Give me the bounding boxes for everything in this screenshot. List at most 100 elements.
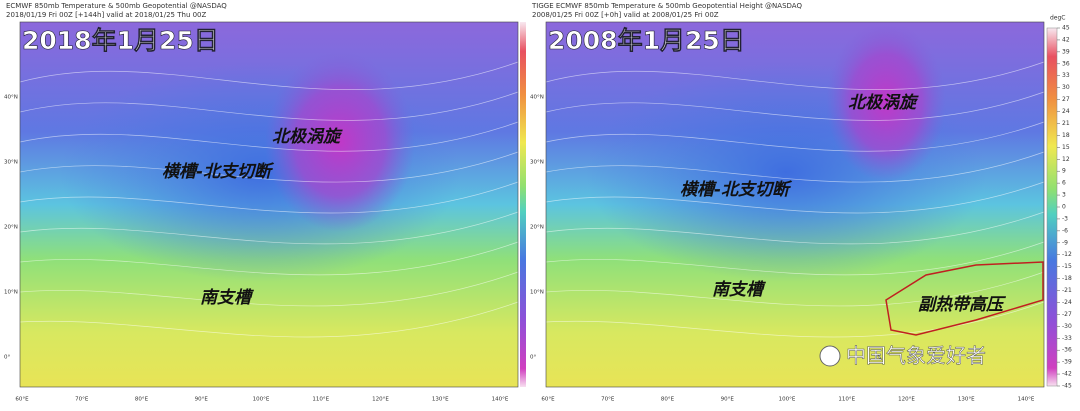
annotation: 北极涡旋 — [272, 127, 343, 147]
annotation: 横槽-北支切断 — [680, 180, 793, 200]
annotation: 副热带高压 — [918, 295, 1007, 315]
colorbar-strip — [520, 22, 526, 387]
lon-label: 80°E — [135, 397, 149, 403]
lat-label: 20°N — [530, 225, 544, 231]
contour — [19, 61, 519, 90]
map-header: ECMWF 850mb Temperature & 500mb Geopoten… — [6, 2, 227, 10]
colorbar-label: 30 — [1062, 84, 1070, 91]
contour — [545, 91, 1045, 121]
colorbar-label: -27 — [1062, 311, 1072, 318]
high-pressure-outline — [885, 261, 1044, 336]
colorbar-label: -24 — [1062, 299, 1072, 306]
colorbar-label: 36 — [1062, 60, 1070, 67]
colorbar-label: 33 — [1062, 72, 1070, 79]
colorbar-label: -12 — [1062, 251, 1072, 258]
contour — [19, 211, 519, 245]
colorbar-label: 12 — [1062, 156, 1070, 163]
lon-label: 70°E — [601, 397, 615, 403]
contour — [545, 151, 1045, 183]
colorbar-label: -42 — [1062, 371, 1072, 378]
watermark-icon — [819, 345, 841, 367]
lat-label: 40°N — [4, 95, 18, 101]
lon-label: 120°E — [372, 397, 389, 403]
colorbar-label: -45 — [1062, 383, 1072, 390]
colorbar-label: -33 — [1062, 335, 1072, 342]
map-subheader: 2018/01/19 Fri 00Z [+144h] valid at 2018… — [6, 11, 207, 19]
contour — [19, 241, 519, 276]
lon-label: 110°E — [838, 397, 855, 403]
colorbar-label: 45 — [1062, 25, 1070, 32]
lat-label: 30°N — [4, 160, 18, 166]
colorbar-label: -39 — [1062, 359, 1072, 366]
map-subheader: 2008/01/25 Fri 00Z [+0h] valid at 2008/0… — [532, 11, 719, 19]
lat-label: 20°N — [4, 225, 18, 231]
polar-vortex — [826, 22, 946, 182]
colorbar-label: 9 — [1062, 168, 1066, 175]
contour — [545, 121, 1045, 152]
colorbar-label: -36 — [1062, 347, 1072, 354]
lon-label: 140°E — [1018, 397, 1035, 403]
colorbar-label: 24 — [1062, 108, 1070, 115]
colorbar-unit: degC — [1050, 15, 1066, 22]
colorbar — [1046, 27, 1058, 387]
lon-label: 110°E — [312, 397, 329, 403]
lon-label: 140°E — [492, 397, 509, 403]
map-date: 2018年1月25日 — [22, 26, 219, 55]
colorbar-label: -21 — [1062, 287, 1072, 294]
lon-label: 130°E — [958, 397, 975, 403]
map-date: 2008年1月25日 — [548, 26, 745, 55]
lon-label: 120°E — [898, 397, 915, 403]
colorbar-label: 15 — [1062, 144, 1070, 151]
lon-label: 100°E — [253, 397, 270, 403]
colorbar-label: -30 — [1062, 323, 1072, 330]
contour — [19, 301, 519, 338]
colorbar-label: 3 — [1062, 192, 1066, 199]
contour — [545, 271, 1045, 307]
contour — [19, 181, 519, 214]
lon-label: 90°E — [195, 397, 209, 403]
lat-label: 10°N — [4, 290, 18, 296]
colorbar-label: 0 — [1062, 204, 1066, 211]
colorbar-label: -9 — [1062, 239, 1068, 246]
contour — [19, 151, 519, 183]
colorbar-label: 6 — [1062, 180, 1066, 187]
colorbar-label: 42 — [1062, 36, 1070, 43]
map-frame — [19, 21, 519, 388]
lat-label: 0° — [4, 355, 10, 361]
contour — [545, 61, 1045, 90]
watermark: 中国气象爱好者 — [846, 344, 986, 368]
contour — [19, 121, 519, 152]
lon-label: 70°E — [75, 397, 89, 403]
lon-label: 60°E — [541, 397, 555, 403]
contour — [545, 241, 1045, 276]
lon-label: 80°E — [661, 397, 675, 403]
colorbar-label: 39 — [1062, 48, 1070, 55]
lat-label: 40°N — [530, 95, 544, 101]
annotation: 北极涡旋 — [848, 93, 919, 113]
annotation: 南支槽 — [200, 288, 254, 308]
colorbar-label: -6 — [1062, 227, 1068, 234]
colorbar-label: 27 — [1062, 96, 1070, 103]
lat-label: 10°N — [530, 290, 544, 296]
colorbar-label: -3 — [1062, 215, 1068, 222]
lon-label: 130°E — [432, 397, 449, 403]
map-frame — [545, 21, 1045, 388]
annotation: 横槽-北支切断 — [162, 162, 275, 182]
colorbar-label: -18 — [1062, 275, 1072, 282]
contour — [19, 91, 519, 121]
contour — [19, 271, 519, 307]
lon-label: 90°E — [721, 397, 735, 403]
contour — [545, 301, 1045, 338]
map-header: TIGGE ECMWF 850mb Temperature & 500mb Ge… — [531, 2, 802, 10]
lat-label: 0° — [530, 355, 536, 361]
colorbar-label: 18 — [1062, 132, 1070, 139]
lat-label: 30°N — [530, 160, 544, 166]
annotation: 南支槽 — [712, 280, 766, 300]
colorbar-label: -15 — [1062, 263, 1072, 270]
contour — [545, 211, 1045, 245]
polar-vortex — [265, 52, 415, 232]
colorbar-label: 21 — [1062, 120, 1070, 127]
lon-label: 60°E — [15, 397, 29, 403]
lon-label: 100°E — [779, 397, 796, 403]
